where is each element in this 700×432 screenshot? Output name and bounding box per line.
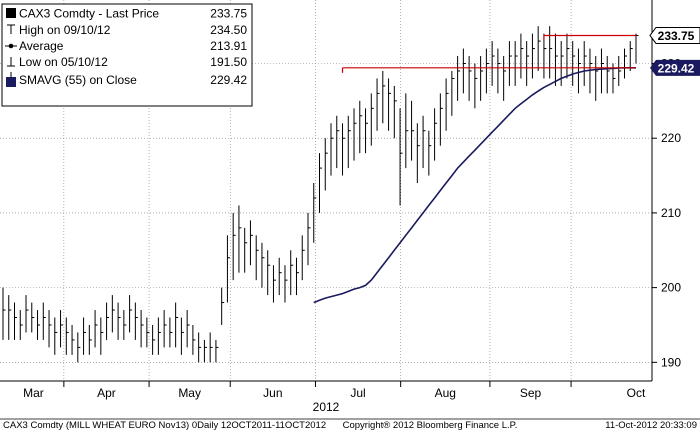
- x-year-label: 2012: [313, 400, 340, 414]
- average-marker-icon: [5, 43, 17, 49]
- high-marker-icon: [7, 24, 15, 34]
- x-tick-label: Sep: [520, 386, 542, 400]
- x-axis: Mar Apr May Jun Jul Aug Sep Oct: [0, 380, 652, 400]
- legend-average-label: Average: [19, 39, 64, 53]
- sma-tag-text: 229.42: [658, 61, 695, 75]
- legend-high-label: High on 09/10/12: [19, 23, 111, 37]
- sma-tag: 229.42: [650, 59, 700, 76]
- legend-title-swatch: [6, 8, 16, 18]
- sma-line: [313, 67, 636, 304]
- x-tick-label: Apr: [97, 386, 116, 400]
- legend-title-value: 233.75: [210, 7, 247, 21]
- x-tick-label: Aug: [435, 386, 456, 400]
- x-tick-label: Oct: [627, 386, 646, 400]
- footer-source: CAX3 Comdty (MILL WHEAT EURO Nov13) 0Dai…: [3, 420, 326, 431]
- y-tick-label: 200: [661, 281, 681, 295]
- legend-box: [1, 3, 253, 107]
- legend-low-label: Low on 05/10/12: [19, 55, 108, 69]
- low-marker-icon: [7, 57, 15, 67]
- sma-tag-shape: [650, 59, 700, 76]
- legend-average-value: 213.91: [210, 39, 247, 53]
- last-price-tag: 233.75: [649, 26, 700, 44]
- x-tick-label: Jul: [350, 386, 365, 400]
- last-price-tag-text: 233.75: [658, 29, 695, 43]
- y-tick-label: 190: [661, 355, 681, 369]
- y-tick-label: 210: [661, 206, 681, 220]
- footer-timestamp: 11-Oct-2012 20:33:09: [605, 420, 697, 431]
- footer-copyright: Copyright® 2012 Bloomberg Finance L.P.: [343, 420, 518, 431]
- x-tick-label: Jun: [263, 386, 282, 400]
- x-tick-label: May: [178, 386, 201, 400]
- legend-low-value: 191.50: [210, 55, 247, 69]
- legend-title: CAX3 Comdty - Last Price: [19, 7, 159, 21]
- sma-swatch: [6, 77, 16, 87]
- legend-sma-value: 229.42: [210, 73, 247, 87]
- legend-high-value: 234.50: [210, 23, 247, 37]
- x-tick-label: Mar: [23, 386, 44, 400]
- legend: CAX3 Comdty - Last Price 233.75 High on …: [1, 3, 253, 107]
- y-axis: 190200210220230: [651, 0, 681, 381]
- last-price-tag-shape: [649, 26, 700, 44]
- price-bars: [2, 26, 639, 363]
- reference-lines: [341, 34, 636, 73]
- legend-sma-label: SMAVG (55) on Close: [19, 73, 137, 87]
- y-tick-label: 220: [661, 131, 681, 145]
